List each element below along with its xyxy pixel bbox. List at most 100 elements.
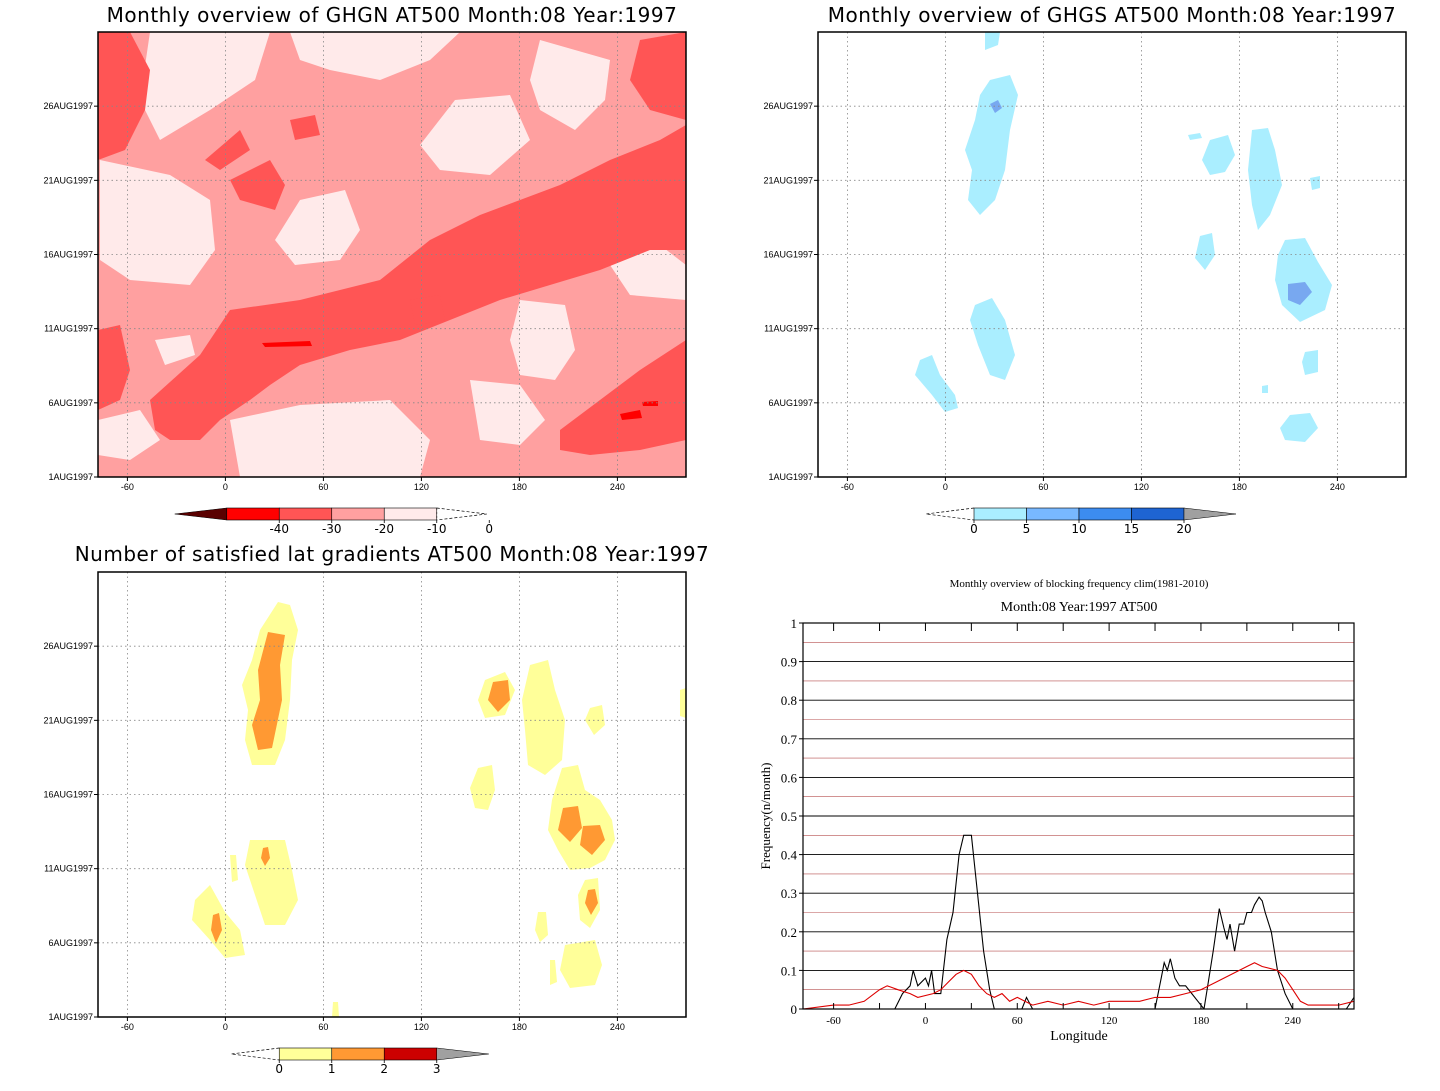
y-tick-label: 6AUG1997 <box>48 398 93 408</box>
blocking-ylabel: Frequency(n/month) <box>758 763 773 870</box>
ghgn-light-blob <box>140 32 270 140</box>
series-line-red <box>803 962 1354 1009</box>
colorbar-tick-label: 20 <box>1176 522 1191 536</box>
colorbar-right-arrow <box>436 507 487 521</box>
colorbar-tick-label: 1 <box>328 1062 336 1076</box>
panel-gradients: Number of satisfied lat gradients AT500 … <box>43 542 710 1076</box>
colorbar-left-arrow <box>231 1047 280 1061</box>
ghgs-blob <box>970 298 1015 380</box>
colorbar-tick-label: 0 <box>970 522 978 536</box>
ghgs-grid <box>818 32 1406 477</box>
y-tick-label: 0.6 <box>781 770 798 785</box>
panel-blocking-frequency: Monthly overview of blocking frequency c… <box>758 578 1355 1044</box>
x-tick-label: 60 <box>318 482 328 492</box>
ghgs-blob <box>1195 233 1215 270</box>
x-tick-label: 120 <box>414 482 429 492</box>
colorbar-tick-label: 2 <box>380 1062 388 1076</box>
gradients-blob <box>585 705 605 735</box>
colorbar-swatch <box>383 507 438 521</box>
x-tick-label: 0 <box>223 1022 228 1032</box>
panel-ghgn: Monthly overview of GHGN AT500 Month:08 … <box>43 3 687 536</box>
panel-ghgn-title: Monthly overview of GHGN AT500 Month:08 … <box>107 3 678 27</box>
y-tick-label: 26AUG1997 <box>43 101 93 111</box>
x-tick-label: 120 <box>1101 1015 1118 1027</box>
y-tick-label: 0.5 <box>781 809 797 824</box>
y-tick-label: 1AUG1997 <box>48 472 93 482</box>
y-tick-label: 0.4 <box>781 848 798 863</box>
ghgs-blob <box>1188 133 1202 140</box>
colorbar-swatch <box>383 1047 438 1061</box>
ghgs-blob <box>985 32 1000 50</box>
gradients-core <box>261 847 270 866</box>
ghgn-light-blob <box>155 335 195 365</box>
x-tick-label: -60 <box>826 1015 841 1027</box>
colorbar-left-arrow <box>174 507 227 521</box>
x-tick-label: 60 <box>1012 1015 1024 1027</box>
ghgs-blob <box>1280 413 1318 442</box>
colorbar-swatch <box>331 1047 385 1061</box>
panel-gradients-title: Number of satisfied lat gradients AT500 … <box>75 542 710 566</box>
gradients-core <box>580 825 605 855</box>
ghgn-light-blob <box>230 400 430 477</box>
y-tick-label: 11AUG1997 <box>44 864 93 874</box>
y-tick-label: 1AUG1997 <box>768 472 813 482</box>
ghgs-blob <box>1302 350 1318 375</box>
ghgs-blob <box>1202 135 1235 175</box>
ghgn-red-band <box>410 295 445 325</box>
colorbar-tick-label: 0 <box>485 522 493 536</box>
colorbar-tick-label: -30 <box>322 522 342 536</box>
y-tick-label: 0.8 <box>781 693 797 708</box>
series-line-black <box>803 834 1354 1009</box>
ghgn-red-band <box>630 32 686 120</box>
gradients-blob <box>332 1002 339 1017</box>
ghgs-blob <box>965 75 1018 215</box>
blocking-xlabel: Longitude <box>1050 1029 1108 1044</box>
y-tick-label: 6AUG1997 <box>768 398 813 408</box>
ghgn-red-band <box>98 32 150 160</box>
colorbar-swatch <box>1026 507 1080 521</box>
ghgn-deep-red <box>642 401 658 406</box>
ghgn-light-blob <box>420 95 530 175</box>
x-tick-label: 0 <box>923 1015 929 1027</box>
ghgn-light-blob <box>98 410 160 460</box>
blocking-axes: 0 0.1 0.2 0.3 0.4 0.5 0.6 0.7 0.8 0.9 1 -60 0 60 120 18… <box>781 616 1340 1027</box>
y-tick-label: 26AUG1997 <box>43 641 93 651</box>
ghgn-axes: -60 0 60 120 180 240 1AUG1997 6AUG1997 11AUG1997… <box>43 101 624 492</box>
y-tick-label: 1AUG1997 <box>48 1012 93 1022</box>
y-tick-label: 0.3 <box>781 886 797 901</box>
x-tick-label: 60 <box>1038 482 1048 492</box>
ghgs-colorbar: 0 5 10 15 20 <box>925 507 1237 536</box>
gradients-blob <box>522 660 565 775</box>
colorbar-tick-label: -10 <box>427 522 447 536</box>
y-tick-label: 0.1 <box>781 963 797 978</box>
x-tick-label: -60 <box>121 1022 134 1032</box>
ghgn-light-blob <box>530 40 610 130</box>
colorbar-swatch <box>226 507 280 521</box>
ghgn-red-band <box>290 115 320 140</box>
gradients-blob <box>550 960 557 985</box>
y-tick-label: 0.7 <box>781 732 798 747</box>
y-tick-label: 11AUG1997 <box>44 324 93 334</box>
x-tick-label: 60 <box>318 1022 328 1032</box>
x-tick-label: 0 <box>943 482 948 492</box>
colorbar-swatch <box>278 1047 333 1061</box>
y-tick-label: 21AUG1997 <box>43 175 93 185</box>
ghgn-red-band <box>560 340 686 455</box>
gradients-blob <box>680 688 686 718</box>
blocking-chart-subtitle: Month:08 Year:1997 AT500 <box>1001 600 1158 615</box>
y-tick-label: 0 <box>791 1002 798 1017</box>
gradients-core <box>558 806 582 842</box>
ghgs-blob <box>915 355 958 412</box>
x-tick-label: 180 <box>512 1022 527 1032</box>
x-tick-label: 240 <box>610 1022 625 1032</box>
colorbar-swatch <box>1131 507 1185 521</box>
gradients-blob <box>535 912 548 942</box>
ghgn-light-blob <box>100 160 215 285</box>
y-tick-label: 16AUG1997 <box>43 790 93 800</box>
colorbar-right-arrow <box>1183 507 1237 521</box>
colorbar-tick-label: 15 <box>1124 522 1139 536</box>
colorbar-swatch <box>973 507 1027 521</box>
ghgn-deep-red <box>620 410 642 420</box>
ghgn-colorbar: -40 -30 -20 -10 0 <box>174 507 493 536</box>
